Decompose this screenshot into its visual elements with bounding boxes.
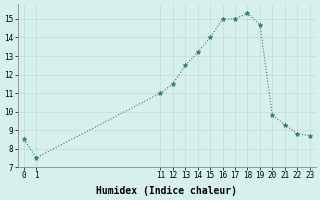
- X-axis label: Humidex (Indice chaleur): Humidex (Indice chaleur): [96, 186, 237, 196]
